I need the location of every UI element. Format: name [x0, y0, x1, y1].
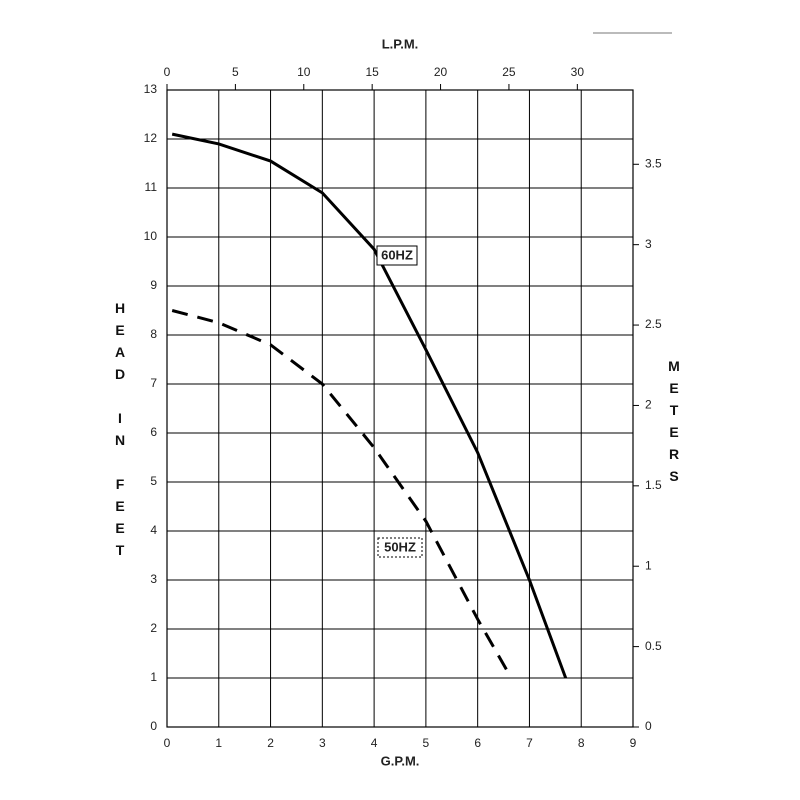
- y-tick-label: 11: [145, 180, 158, 194]
- x-tick-label: 4: [371, 736, 378, 750]
- y-tick-label: 7: [150, 376, 157, 390]
- y-tick-label: 1: [150, 670, 157, 684]
- y-tick-label: 4: [150, 523, 157, 537]
- y2-tick-label: 1.5: [645, 478, 662, 492]
- y-tick-label: 12: [144, 131, 158, 145]
- plot-frame: [166, 89, 634, 728]
- y2-axis-title: METERS: [666, 358, 682, 490]
- y2-tick-label: 0: [645, 719, 652, 733]
- y2-tick-label: 2: [645, 398, 652, 412]
- x2-tick-label: 10: [297, 65, 311, 79]
- y-tick-label: 2: [150, 621, 157, 635]
- y-tick-label: 5: [150, 474, 157, 488]
- y2-tick-label: 2.5: [645, 317, 662, 331]
- x2-tick-label: 25: [502, 65, 516, 79]
- x-tick-label: 0: [164, 736, 171, 750]
- x-tick-label: 3: [319, 736, 326, 750]
- y-tick-label: 9: [150, 278, 157, 292]
- series-label: 50HZ: [384, 539, 416, 554]
- label-box: [377, 537, 423, 558]
- x2-tick-label: 30: [571, 65, 585, 79]
- y-tick-label: 6: [150, 425, 157, 439]
- x-axis-title: G.P.M.: [381, 753, 420, 768]
- x-tick-label: 5: [423, 736, 430, 750]
- label-box: [376, 245, 418, 266]
- x-tick-label: 6: [474, 736, 481, 750]
- x-tick-label: 9: [630, 736, 637, 750]
- y2-tick-label: 0.5: [645, 639, 662, 653]
- x2-tick-label: 20: [434, 65, 448, 79]
- y2-tick-label: 1: [645, 558, 652, 572]
- y-tick-label: 10: [144, 229, 158, 243]
- x2-tick-label: 5: [232, 65, 239, 79]
- y-tick-label: 3: [150, 572, 157, 586]
- x2-axis-title: L.P.M.: [382, 36, 419, 51]
- x2-tick-label: 15: [365, 65, 379, 79]
- x-tick-label: 2: [267, 736, 274, 750]
- series-label: 60HZ: [381, 247, 413, 262]
- x-tick-label: 1: [215, 736, 222, 750]
- y-tick-label: 0: [150, 719, 157, 733]
- series-line: [171, 132, 568, 679]
- y-tick-label: 13: [144, 82, 158, 96]
- y2-tick-label: 3: [645, 237, 652, 251]
- x-tick-label: 7: [526, 736, 533, 750]
- series-line: [171, 309, 513, 679]
- y-axis-title: HEAD IN FEET: [112, 300, 128, 564]
- y2-tick-label: 3.5: [645, 156, 662, 170]
- x-tick-label: 8: [578, 736, 585, 750]
- y-tick-label: 8: [150, 327, 157, 341]
- x2-tick-label: 0: [164, 65, 171, 79]
